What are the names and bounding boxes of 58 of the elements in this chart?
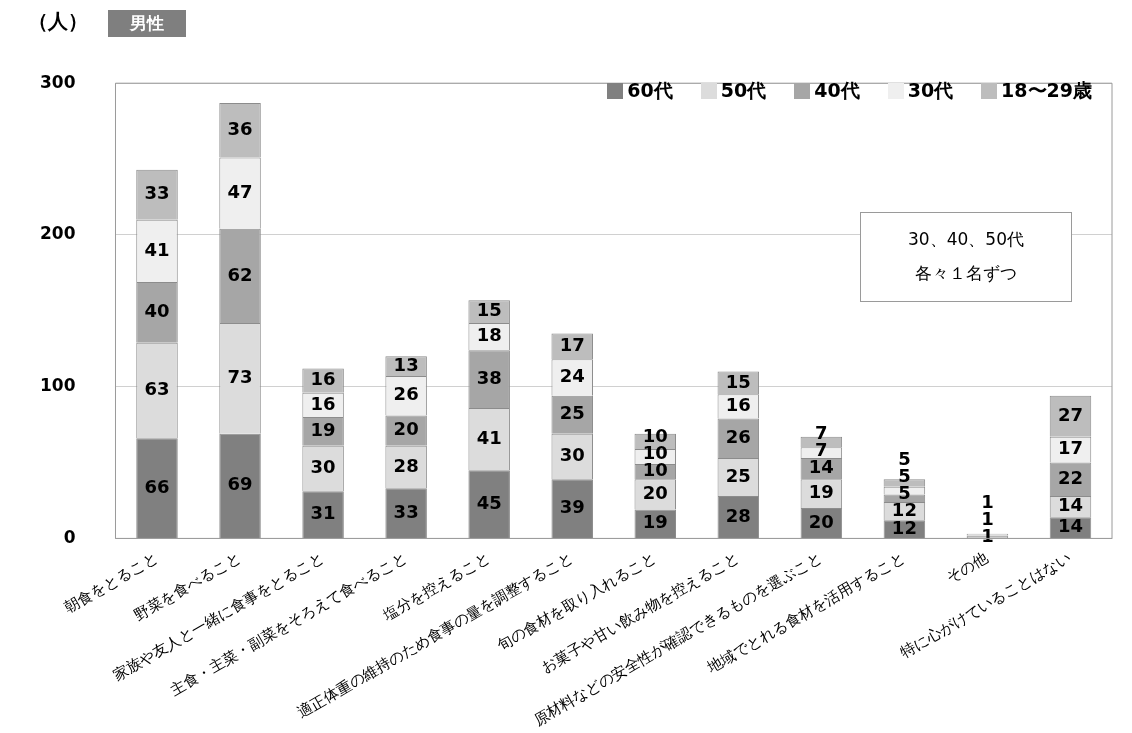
data-label: 16	[310, 368, 336, 390]
data-label: 30	[559, 444, 585, 466]
data-label: 33	[144, 182, 170, 204]
legend-label: 30代	[907, 78, 954, 103]
data-label: 25	[559, 402, 585, 424]
data-label: 18	[476, 324, 502, 346]
data-label: 45	[476, 491, 502, 513]
data-label: 22	[1057, 466, 1084, 488]
data-label: 17	[1057, 437, 1084, 459]
y-axis-title: （人）	[28, 8, 88, 35]
annotation: 各々１名ずつ	[914, 262, 1018, 285]
y-tick-label: 0	[63, 526, 76, 547]
data-label: 14	[1057, 494, 1084, 516]
data-label: 19	[642, 511, 668, 533]
data-label: 24	[559, 365, 585, 387]
data-label: 66	[144, 475, 170, 497]
data-label: 16	[310, 392, 336, 414]
legend-label: 50代	[720, 78, 767, 103]
legend-label: 40代	[814, 78, 860, 103]
data-label: 38	[476, 366, 502, 388]
data-label: 69	[227, 473, 253, 495]
y-tick-label: 100	[39, 375, 76, 396]
data-label: 47	[227, 180, 253, 202]
data-label: 20	[808, 510, 834, 532]
annotation: 30、40、50代	[907, 228, 1025, 251]
y-tick-label: 300	[39, 71, 76, 92]
data-label: 36	[227, 117, 253, 139]
data-label: 20	[642, 482, 668, 504]
data-label: 19	[310, 419, 336, 441]
data-label: 25	[725, 464, 751, 486]
data-label: 28	[393, 454, 419, 476]
data-label: 73	[227, 366, 253, 387]
data-label: 28	[725, 504, 751, 526]
data-label: 31	[310, 502, 336, 524]
data-label: 27	[1057, 403, 1084, 425]
data-label: 40	[144, 300, 170, 321]
data-label: 63	[144, 378, 170, 400]
data-label: 30	[310, 456, 336, 478]
data-label: 15	[725, 370, 751, 392]
data-label: 20	[393, 418, 419, 440]
data-label: 26	[725, 425, 751, 447]
data-label: 39	[559, 496, 585, 518]
data-label: 26	[393, 383, 419, 405]
data-label: 33	[393, 500, 419, 522]
data-label: 41	[144, 238, 170, 260]
data-label: 41	[476, 426, 502, 448]
data-label: 16	[725, 394, 751, 416]
data-label: 62	[227, 263, 253, 285]
data-label: 19	[808, 481, 834, 503]
chart-title: 男性	[108, 10, 186, 37]
legend-label: 18〜29歳	[1001, 78, 1092, 103]
data-label: 13	[393, 353, 419, 375]
y-tick-label: 200	[39, 223, 76, 244]
data-label: 17	[559, 334, 585, 356]
x-tick-label: その他	[943, 548, 992, 587]
data-label: 15	[476, 299, 502, 321]
data-label: 14	[1057, 515, 1084, 537]
legend-label: 60代	[627, 78, 673, 103]
